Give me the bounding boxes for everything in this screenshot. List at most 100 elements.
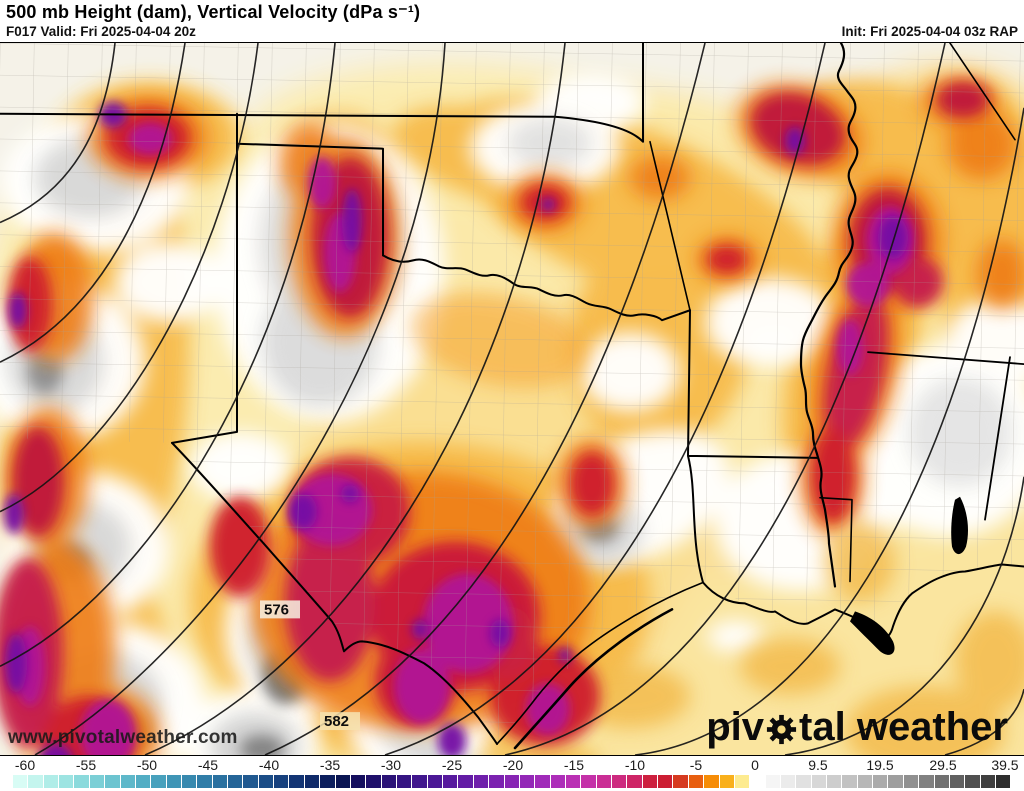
contour-label-576: 576 bbox=[264, 601, 289, 618]
contour-label-582: 582 bbox=[324, 713, 349, 730]
map-image: 576 582 bbox=[0, 43, 1024, 755]
gear-icon bbox=[766, 714, 797, 744]
colorbar-segment bbox=[903, 775, 919, 788]
colorbar-segment bbox=[181, 775, 197, 788]
pivotal-weather-logo: piv tal weather bbox=[706, 707, 1008, 747]
colorbar-segment bbox=[719, 775, 734, 788]
colorbar-segment bbox=[74, 775, 89, 788]
colorbar-segment bbox=[811, 775, 827, 788]
colorbar-segment bbox=[135, 775, 151, 788]
colorbar-segment bbox=[704, 775, 719, 788]
colorbar-segment bbox=[873, 775, 888, 788]
colorbar-tick: -20 bbox=[502, 757, 524, 773]
init-time: Init: Fri 2025-04-04 03z RAP bbox=[841, 24, 1018, 39]
colorbar-tick: -5 bbox=[689, 757, 703, 773]
colorbar-segment bbox=[289, 775, 304, 788]
colorbar-segment bbox=[965, 775, 980, 788]
colorbar-segment bbox=[243, 775, 258, 788]
colorbar-segment bbox=[13, 775, 28, 788]
colorbar-tick: -15 bbox=[563, 757, 585, 773]
watermark: www.pivotalweather.com bbox=[8, 727, 238, 748]
colorbar-segment bbox=[59, 775, 74, 788]
colorbar-segment bbox=[504, 775, 519, 788]
colorbar-segment bbox=[642, 775, 658, 788]
colorbar-tick: -35 bbox=[319, 757, 341, 773]
colorbar-segment bbox=[780, 775, 796, 788]
colorbar-segment bbox=[565, 775, 581, 788]
colorbar-segment bbox=[320, 775, 335, 788]
colorbar-segment bbox=[765, 775, 780, 788]
colorbar-segment bbox=[304, 775, 320, 788]
colorbar-segment bbox=[335, 775, 350, 788]
colorbar-segment bbox=[381, 775, 396, 788]
colorbar-segment bbox=[796, 775, 811, 788]
colorbar-tick: 19.5 bbox=[866, 757, 894, 773]
colorbar-tick: -10 bbox=[624, 757, 646, 773]
colorbar-segment bbox=[105, 775, 120, 788]
colorbar-segment bbox=[888, 775, 903, 788]
colorbar-segment bbox=[489, 775, 504, 788]
product-title: 500 mb Height (dam), Vertical Velocity (… bbox=[6, 2, 421, 22]
colorbar-segment bbox=[612, 775, 627, 788]
colorbar-segment bbox=[949, 775, 965, 788]
colorbar: -60 -55 -50 -45 -40 -35 -30 -25 -20 -15 -10 -5 0 9.5 1… bbox=[0, 756, 1024, 791]
colorbar-segment bbox=[396, 775, 412, 788]
colorbar-segment bbox=[519, 775, 535, 788]
colorbar-segment bbox=[996, 775, 1011, 788]
colorbar-segment bbox=[151, 775, 166, 788]
colorbar-segment bbox=[458, 775, 473, 788]
colorbar-tick: -45 bbox=[197, 757, 219, 773]
colorbar-segment bbox=[197, 775, 212, 788]
colorbar-segment bbox=[535, 775, 550, 788]
colorbar-segment bbox=[274, 775, 289, 788]
colorbar-segment bbox=[658, 775, 673, 788]
colorbar-segment bbox=[89, 775, 105, 788]
colorbar-segment bbox=[350, 775, 366, 788]
colorbar-segment bbox=[827, 775, 842, 788]
colorbar-segment bbox=[550, 775, 565, 788]
colorbar-tick: -40 bbox=[258, 757, 280, 773]
colorbar-segment bbox=[919, 775, 934, 788]
colorbar-segment bbox=[473, 775, 489, 788]
colorbar-tick: 0 bbox=[751, 757, 759, 773]
colorbar-segment bbox=[412, 775, 427, 788]
contour-labels: 576 582 bbox=[260, 600, 360, 730]
colorbar-segment bbox=[228, 775, 243, 788]
logo-text-left: piv bbox=[706, 705, 765, 749]
logo-text-right: tal weather bbox=[799, 705, 1008, 749]
colorbar-segment bbox=[443, 775, 458, 788]
map-canvas: 576 582 www.pivotalweather.com piv tal we… bbox=[0, 42, 1024, 756]
colorbar-tick: 29.5 bbox=[929, 757, 957, 773]
colorbar-segment bbox=[427, 775, 443, 788]
colorbar-tick: 9.5 bbox=[808, 757, 828, 773]
colorbar-segment bbox=[596, 775, 612, 788]
colorbar-ticks: -60 -55 -50 -45 -40 -35 -30 -25 -20 -15 -10 -5 0 9.5 1… bbox=[0, 757, 1024, 774]
colorbar-segment bbox=[857, 775, 873, 788]
colorbar-segment bbox=[258, 775, 274, 788]
colorbar-segment bbox=[28, 775, 43, 788]
colorbar-segments bbox=[13, 775, 1011, 788]
colorbar-segment bbox=[980, 775, 995, 788]
colorbar-tick: 39.5 bbox=[991, 757, 1019, 773]
valid-time: F017 Valid: Fri 2025-04-04 20z bbox=[6, 24, 196, 39]
colorbar-segment bbox=[581, 775, 596, 788]
colorbar-segment bbox=[673, 775, 688, 788]
colorbar-segment bbox=[120, 775, 135, 788]
colorbar-tick: -30 bbox=[380, 757, 402, 773]
colorbar-segment bbox=[934, 775, 949, 788]
header: 500 mb Height (dam), Vertical Velocity (… bbox=[0, 0, 1024, 42]
colorbar-segment bbox=[734, 775, 750, 788]
colorbar-segment bbox=[43, 775, 59, 788]
colorbar-segment bbox=[366, 775, 381, 788]
colorbar-tick: -55 bbox=[75, 757, 97, 773]
colorbar-tick: -50 bbox=[136, 757, 158, 773]
height-contours bbox=[0, 43, 1024, 755]
colorbar-segment bbox=[166, 775, 181, 788]
colorbar-segment bbox=[842, 775, 857, 788]
colorbar-segment bbox=[688, 775, 704, 788]
colorbar-tick: -25 bbox=[441, 757, 463, 773]
colorbar-tick: -60 bbox=[14, 757, 36, 773]
colorbar-segment bbox=[627, 775, 642, 788]
colorbar-segment bbox=[212, 775, 228, 788]
